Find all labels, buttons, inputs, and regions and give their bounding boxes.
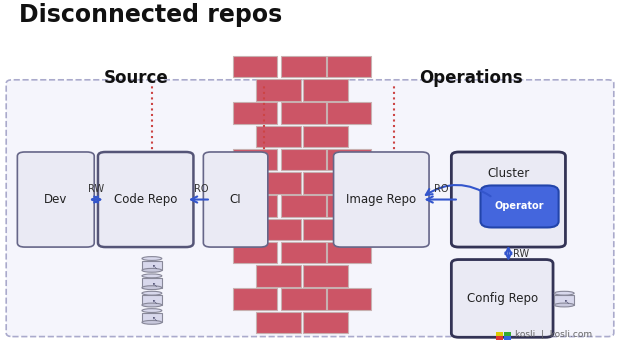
Text: Operator: Operator	[495, 202, 544, 211]
FancyBboxPatch shape	[256, 172, 301, 194]
Text: Disconnected repos: Disconnected repos	[19, 3, 282, 27]
FancyBboxPatch shape	[256, 126, 301, 147]
Text: CI: CI	[230, 193, 241, 206]
FancyBboxPatch shape	[303, 79, 348, 101]
FancyBboxPatch shape	[327, 56, 371, 77]
FancyBboxPatch shape	[334, 152, 429, 247]
Bar	[504, 332, 511, 336]
Text: ↖: ↖	[152, 281, 158, 288]
Text: RW: RW	[88, 184, 104, 194]
Bar	[504, 336, 511, 340]
Text: ↖: ↖	[152, 264, 158, 270]
Text: ↖: ↖	[152, 299, 158, 305]
Ellipse shape	[142, 309, 162, 312]
FancyBboxPatch shape	[480, 185, 559, 228]
FancyBboxPatch shape	[303, 312, 348, 333]
Text: Code Repo: Code Repo	[114, 193, 177, 206]
Bar	[142, 295, 162, 305]
FancyBboxPatch shape	[327, 102, 371, 124]
FancyBboxPatch shape	[281, 102, 326, 124]
FancyBboxPatch shape	[327, 195, 371, 217]
FancyBboxPatch shape	[451, 260, 553, 337]
Text: Source: Source	[104, 69, 169, 87]
FancyBboxPatch shape	[303, 126, 348, 147]
FancyBboxPatch shape	[327, 288, 371, 310]
Ellipse shape	[142, 274, 162, 278]
Bar	[496, 332, 503, 336]
Bar	[142, 278, 162, 288]
FancyBboxPatch shape	[281, 242, 326, 263]
FancyBboxPatch shape	[6, 80, 614, 337]
FancyBboxPatch shape	[281, 149, 326, 170]
FancyBboxPatch shape	[303, 219, 348, 240]
Text: RO: RO	[194, 184, 209, 194]
Ellipse shape	[142, 303, 162, 307]
Text: ↖: ↖	[152, 316, 158, 322]
Bar	[142, 261, 162, 270]
Ellipse shape	[142, 257, 162, 260]
FancyBboxPatch shape	[98, 152, 193, 247]
Ellipse shape	[142, 286, 162, 289]
FancyBboxPatch shape	[256, 312, 301, 333]
FancyBboxPatch shape	[327, 242, 371, 263]
FancyBboxPatch shape	[232, 149, 277, 170]
FancyBboxPatch shape	[303, 265, 348, 287]
FancyBboxPatch shape	[232, 288, 277, 310]
FancyBboxPatch shape	[232, 102, 277, 124]
Text: ↖: ↖	[564, 299, 570, 305]
FancyBboxPatch shape	[232, 56, 277, 77]
Bar	[496, 336, 503, 340]
Text: kosli  |  kosli.com: kosli | kosli.com	[515, 330, 591, 339]
Ellipse shape	[554, 291, 574, 295]
Text: RO: RO	[434, 184, 449, 194]
FancyBboxPatch shape	[232, 242, 277, 263]
Text: Image Repo: Image Repo	[346, 193, 417, 206]
FancyBboxPatch shape	[256, 265, 301, 287]
FancyBboxPatch shape	[281, 288, 326, 310]
Text: Dev: Dev	[44, 193, 68, 206]
FancyBboxPatch shape	[327, 149, 371, 170]
FancyBboxPatch shape	[303, 172, 348, 194]
Ellipse shape	[142, 291, 162, 295]
Text: Operations: Operations	[419, 69, 523, 87]
FancyBboxPatch shape	[281, 56, 326, 77]
Ellipse shape	[142, 321, 162, 324]
Bar	[554, 295, 574, 305]
Text: Cluster: Cluster	[487, 167, 529, 179]
FancyBboxPatch shape	[232, 195, 277, 217]
FancyBboxPatch shape	[451, 152, 565, 247]
Ellipse shape	[142, 269, 162, 272]
FancyBboxPatch shape	[203, 152, 268, 247]
Text: Config Repo: Config Repo	[467, 292, 538, 305]
FancyBboxPatch shape	[281, 195, 326, 217]
Ellipse shape	[554, 303, 574, 307]
FancyBboxPatch shape	[256, 219, 301, 240]
FancyBboxPatch shape	[256, 79, 301, 101]
Bar	[142, 313, 162, 322]
FancyBboxPatch shape	[17, 152, 94, 247]
Text: RW: RW	[513, 249, 529, 259]
